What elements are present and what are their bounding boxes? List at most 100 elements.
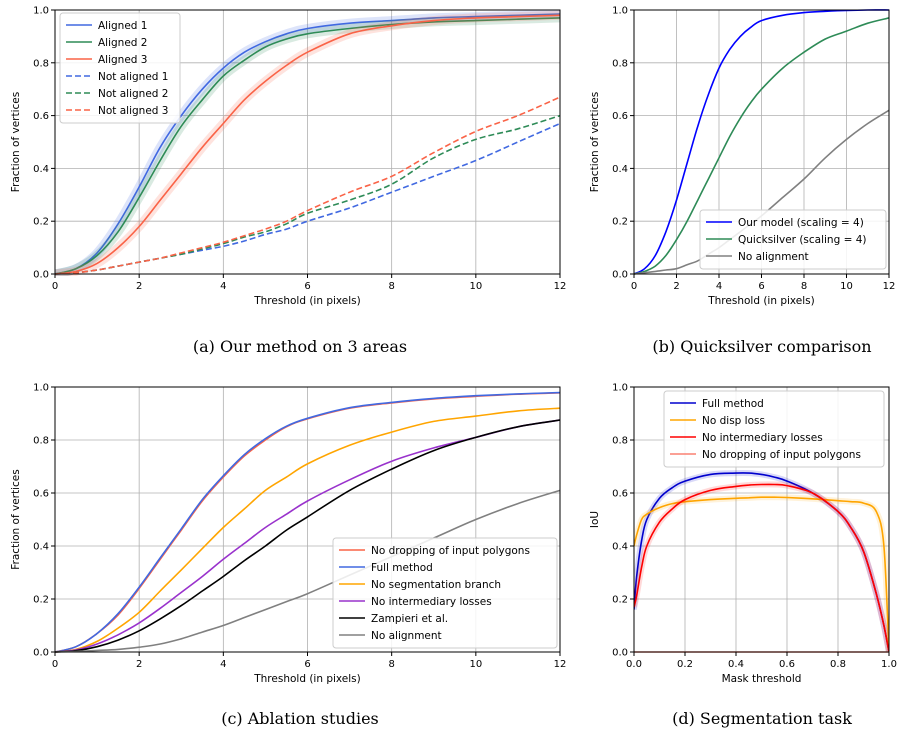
chart-d: 0.0 0.2 0.4 0.6 0.8 1.0 0.0 0.2 0.4 0.6 0.8 1.0 Mask…	[589, 383, 897, 729]
y-tick-label-1: 0.2	[612, 595, 628, 606]
legend-label-1: Quicksilver (scaling = 4)	[738, 234, 867, 246]
series-line-1	[55, 391, 560, 653]
y-tick-label-1: 0.2	[33, 217, 49, 228]
x-tick-label-3: 0.6	[779, 659, 795, 670]
x-tick-label-1: 0.2	[677, 659, 693, 670]
y-tick-label-3: 0.6	[33, 111, 49, 122]
caption-b: (b) Quicksilver comparison	[652, 337, 871, 356]
y-tick-label-3: 0.6	[612, 111, 628, 122]
y-axis-label: Fraction of vertices	[589, 92, 601, 192]
caption-c: (c) Ablation studies	[221, 709, 379, 728]
legend-label-2: No segmentation branch	[371, 579, 501, 591]
y-tick-label-2: 0.4	[612, 542, 628, 553]
series-line-0	[634, 9, 889, 275]
caption-a: (a) Our method on 3 areas	[193, 337, 407, 356]
legend-label-4: Zampieri et al.	[371, 613, 448, 625]
x-tick-label-1: 2	[136, 281, 142, 292]
series-line-2	[634, 483, 889, 653]
y-tick-label-0: 0.0	[612, 648, 628, 659]
legend-label-2: No intermediary losses	[702, 432, 823, 444]
y-axis-label: Fraction of vertices	[10, 469, 22, 569]
chart-c: 0 2 4 6 8 10 12 0.0 0.2 0.4 0.6 0.8 1.0 Threshold (in…	[10, 383, 566, 729]
y-tick-label-0: 0.0	[33, 648, 49, 659]
series-line-0	[55, 13, 560, 275]
series-line-1	[55, 17, 560, 275]
caption-d: (d) Segmentation task	[672, 709, 852, 728]
legend-label-0: Full method	[702, 398, 764, 410]
series-band-1	[634, 494, 889, 653]
x-tick-label-4: 0.8	[830, 659, 846, 670]
legend-box	[332, 537, 558, 649]
x-tick-label-1: 2	[673, 281, 679, 292]
legend-box	[59, 12, 181, 124]
series-line-1	[634, 17, 889, 275]
x-axis-label: Threshold (in pixels)	[253, 673, 361, 685]
chart-a: 0 2 4 6 8 10 12 0.0 0.2 0.4 0.6 0.8 1.0 Threshold (in…	[10, 6, 566, 357]
legend-label-1: Aligned 2	[98, 37, 147, 49]
x-axis-label: Threshold (in pixels)	[253, 295, 361, 307]
x-tick-label-5: 1.0	[881, 659, 897, 670]
x-tick-label-0: 0	[52, 281, 58, 292]
plot-area-d	[634, 469, 889, 653]
y-axis-label: IoU	[589, 511, 601, 528]
y-tick-label-4: 0.8	[33, 58, 49, 69]
x-tick-label-3: 6	[758, 281, 764, 292]
series-line-2	[55, 407, 560, 653]
y-tick-label-4: 0.8	[612, 436, 628, 447]
x-tick-label-0: 0	[631, 281, 637, 292]
legend-c: No dropping of input polygons Full method…	[332, 537, 558, 649]
legend-box	[699, 209, 887, 270]
y-tick-label-5: 1.0	[33, 383, 49, 394]
legend-label-3: No intermediary losses	[371, 596, 492, 608]
chart-b: 0 2 4 6 8 10 12 0.0 0.2 0.4 0.6 0.8 1.0 Threshold (in…	[589, 6, 895, 357]
y-tick-label-3: 0.6	[612, 489, 628, 500]
legend-label-3: Not aligned 1	[98, 71, 168, 83]
x-tick-label-3: 6	[304, 281, 310, 292]
y-tick-label-0: 0.0	[33, 270, 49, 281]
x-tick-label-0: 0.0	[626, 659, 642, 670]
y-tick-label-5: 1.0	[612, 383, 628, 394]
x-tick-label-2: 0.4	[728, 659, 744, 670]
plot-area-a	[55, 9, 560, 276]
legend-label-5: No alignment	[371, 630, 442, 642]
legend-d: Full method No disp loss No intermediary l…	[663, 390, 885, 468]
x-tick-label-3: 6	[304, 659, 310, 670]
legend-label-3: No dropping of input polygons	[702, 449, 861, 461]
y-axis-label: Fraction of vertices	[10, 92, 22, 192]
series-line-5	[55, 96, 560, 275]
legend-b: Our model (scaling = 4) Quicksilver (scal…	[699, 209, 887, 270]
y-tick-label-5: 1.0	[33, 6, 49, 17]
y-tick-label-4: 0.8	[33, 436, 49, 447]
x-axis-label: Threshold (in pixels)	[707, 295, 815, 307]
y-tick-label-4: 0.8	[612, 58, 628, 69]
x-tick-label-6: 12	[554, 659, 567, 670]
x-tick-label-5: 10	[469, 281, 482, 292]
y-tick-label-1: 0.2	[33, 595, 49, 606]
legend-box	[663, 390, 885, 468]
legend-a: Aligned 1 Aligned 2 Aligned 3 Not aligned 1…	[59, 12, 181, 124]
x-tick-label-5: 10	[840, 281, 853, 292]
y-tick-label-2: 0.4	[33, 164, 49, 175]
series-line-1	[634, 496, 889, 653]
legend-label-1: Full method	[371, 562, 433, 574]
legend-label-1: No disp loss	[702, 415, 765, 427]
legend-label-0: Our model (scaling = 4)	[738, 217, 864, 229]
x-tick-label-5: 10	[469, 659, 482, 670]
x-axis-label: Mask threshold	[722, 673, 802, 685]
axes-frame-d	[633, 386, 890, 653]
series-line-4	[55, 419, 560, 653]
legend-label-4: Not aligned 2	[98, 88, 168, 100]
series-line-3	[55, 419, 560, 653]
x-tick-label-4: 8	[388, 659, 394, 670]
x-tick-label-2: 4	[716, 281, 722, 292]
legend-label-0: Aligned 1	[98, 20, 147, 32]
legend-label-0: No dropping of input polygons	[371, 545, 530, 557]
x-tick-label-6: 12	[554, 281, 567, 292]
x-tick-label-1: 2	[136, 659, 142, 670]
y-tick-label-2: 0.4	[33, 542, 49, 553]
legend-label-5: Not aligned 3	[98, 105, 168, 117]
y-tick-label-3: 0.6	[33, 489, 49, 500]
x-tick-label-6: 12	[883, 281, 896, 292]
y-tick-label-1: 0.2	[612, 217, 628, 228]
